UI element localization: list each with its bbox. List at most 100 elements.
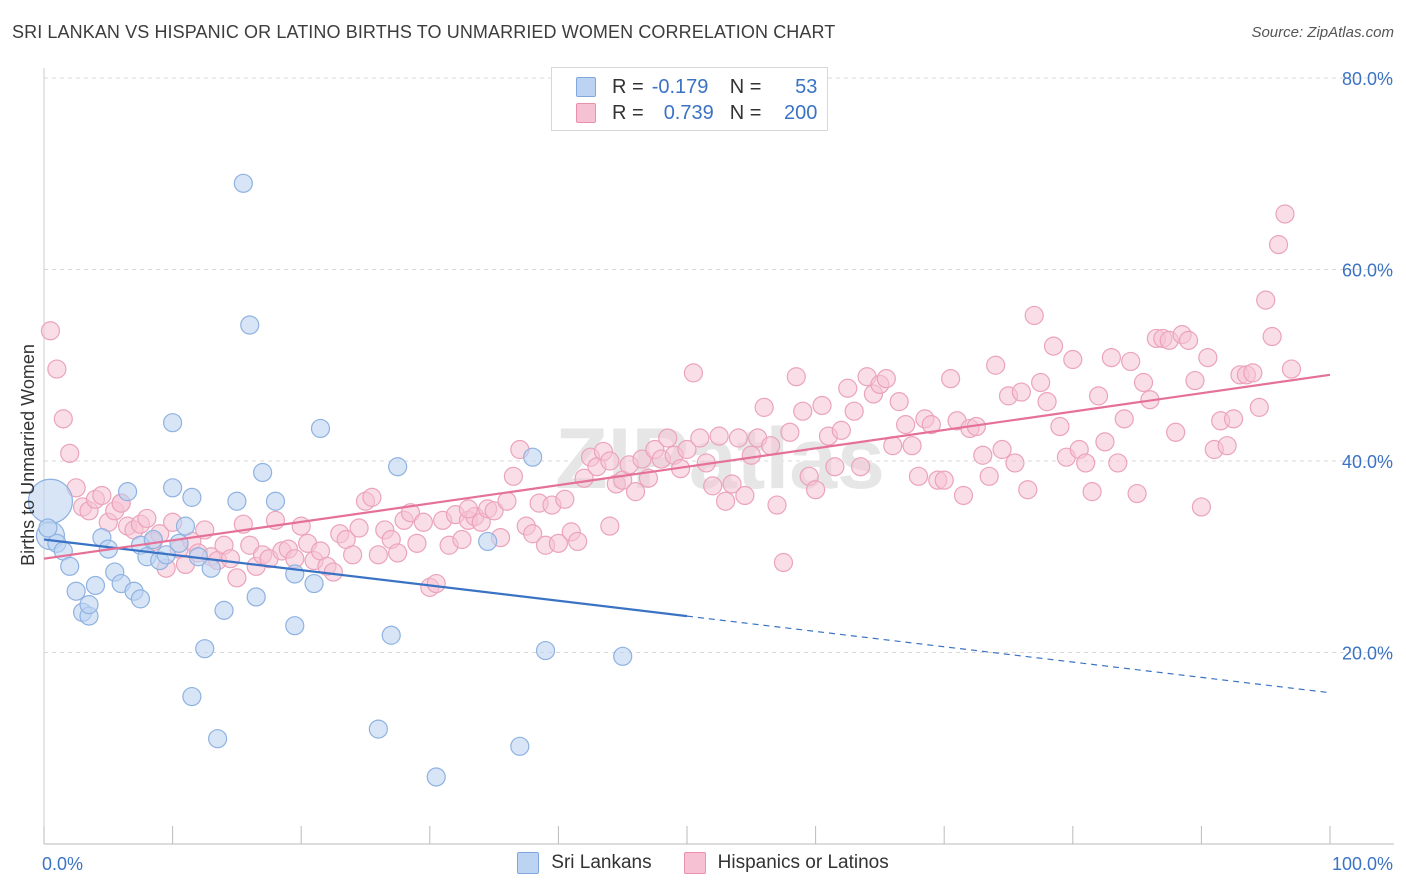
- data-point-hispanic: [40, 321, 61, 341]
- data-point-hispanic: [786, 367, 806, 387]
- data-point-hispanic: [1050, 416, 1070, 437]
- data-point-srilankan: [66, 581, 86, 601]
- n-label: N =: [729, 75, 762, 98]
- data-point-hispanic: [1166, 422, 1186, 442]
- data-point-hispanic: [825, 457, 845, 477]
- data-point-hispanic: [1114, 409, 1134, 429]
- legend-swatch-pink: [683, 852, 706, 874]
- data-point-hispanic: [497, 491, 517, 511]
- data-point-hispanic: [767, 495, 787, 515]
- data-point-srilankan: [85, 575, 106, 596]
- data-point-hispanic: [831, 420, 851, 440]
- data-point-hispanic: [773, 552, 794, 573]
- data-point-srilankan: [182, 686, 202, 707]
- data-point-srilankan: [613, 646, 633, 666]
- data-point-hispanic: [1121, 351, 1141, 372]
- data-point-hispanic: [1185, 370, 1205, 391]
- data-point-hispanic: [1082, 482, 1102, 502]
- data-point-hispanic: [709, 426, 729, 446]
- data-point-srilankan: [265, 491, 286, 511]
- data-point-hispanic: [1095, 432, 1115, 452]
- data-point-hispanic: [728, 428, 749, 448]
- legend-item-srilankans[interactable]: Sri Lankans: [517, 852, 652, 874]
- data-point-hispanic: [220, 549, 241, 569]
- data-point-srilankan: [163, 413, 183, 433]
- data-point-srilankan: [381, 625, 401, 645]
- data-point-hispanic: [883, 436, 903, 456]
- data-point-hispanic: [1268, 235, 1289, 255]
- data-point-srilankan: [388, 457, 408, 477]
- data-point-hispanic: [683, 363, 704, 383]
- data-point-hispanic: [137, 508, 157, 529]
- data-point-hispanic: [896, 415, 916, 435]
- data-point-hispanic: [1256, 290, 1276, 310]
- data-point-hispanic: [715, 491, 736, 511]
- data-point-hispanic: [484, 501, 504, 521]
- data-point-hispanic: [400, 503, 421, 523]
- data-point-srilankan: [169, 533, 189, 553]
- hispanic-points: [40, 204, 1302, 597]
- trend-line-srilankans-dashed: [686, 615, 1331, 694]
- data-point-srilankan: [478, 531, 498, 552]
- data-point-hispanic: [658, 428, 678, 448]
- data-point-hispanic: [323, 562, 343, 582]
- r-value-hispanics: 0.739: [663, 101, 714, 124]
- y-tick-label: 60.0%: [1342, 261, 1393, 281]
- data-point-srilankan: [523, 447, 543, 467]
- data-point-hispanic: [92, 485, 112, 506]
- x-tick-label: 100.0%: [1332, 854, 1393, 874]
- x-tick-label: 0.0%: [42, 854, 83, 874]
- data-point-hispanic: [1275, 204, 1295, 224]
- srilankan-points: [27, 173, 633, 787]
- data-point-hispanic: [754, 397, 774, 417]
- data-point-hispanic: [1217, 436, 1237, 456]
- data-point-srilankan: [227, 491, 247, 511]
- data-point-hispanic: [979, 466, 999, 486]
- data-point-hispanic: [1018, 480, 1038, 500]
- data-point-hispanic: [1133, 372, 1154, 393]
- data-point-hispanic: [1005, 453, 1025, 473]
- data-point-srilankan: [208, 729, 228, 749]
- data-point-srilankan: [285, 616, 305, 636]
- stats-legend: R = -0.179 N = 53 R = 0.739 N = 200: [551, 67, 828, 131]
- data-point-hispanic: [227, 568, 247, 588]
- data-point-srilankan: [143, 529, 163, 550]
- data-point-hispanic: [368, 545, 388, 565]
- data-point-hispanic: [973, 445, 993, 465]
- data-point-hispanic: [240, 535, 260, 555]
- data-point-hispanic: [1198, 347, 1218, 368]
- n-label: N =: [729, 101, 762, 124]
- data-point-srilankan: [233, 173, 253, 193]
- data-point-srilankan: [246, 587, 266, 607]
- data-point-hispanic: [741, 445, 761, 465]
- n-value-hispanics: 200: [784, 101, 818, 124]
- series-legend: Sri Lankans Hispanics or Latinos: [0, 852, 1406, 874]
- data-point-hispanic: [986, 355, 1006, 375]
- data-point-hispanic: [291, 516, 311, 536]
- data-point-hispanic: [388, 543, 408, 563]
- data-point-hispanic: [953, 485, 974, 506]
- data-point-hispanic: [362, 487, 382, 507]
- data-point-hispanic: [934, 470, 954, 490]
- data-point-srilankan: [163, 478, 183, 498]
- legend-item-hispanics[interactable]: Hispanics or Latinos: [683, 852, 889, 874]
- data-point-hispanic: [555, 489, 575, 509]
- data-point-hispanic: [793, 401, 813, 421]
- data-point-hispanic: [992, 439, 1012, 460]
- data-point-hispanic: [876, 369, 896, 389]
- n-value-srilankans: 53: [795, 75, 818, 98]
- y-tick-label: 40.0%: [1342, 452, 1393, 472]
- data-point-hispanic: [1127, 483, 1147, 504]
- data-point-srilankan: [130, 589, 151, 609]
- data-point-hispanic: [1011, 382, 1031, 402]
- data-point-hispanic: [60, 443, 80, 463]
- y-tick-label: 80.0%: [1342, 69, 1393, 89]
- trend-line-srilankans: [43, 538, 688, 618]
- trend-line-hispanics: [43, 373, 1331, 560]
- data-point-hispanic: [407, 533, 427, 553]
- data-point-hispanic: [600, 516, 620, 536]
- tick-labels: 20.0% 40.0% 60.0% 80.0% 0.0% 100.0%: [42, 69, 1393, 874]
- r-value-srilankans: -0.179: [651, 75, 709, 98]
- legend-row-hispanics: R = 0.739 N = 200: [576, 102, 817, 124]
- data-point-srilankan: [426, 767, 446, 787]
